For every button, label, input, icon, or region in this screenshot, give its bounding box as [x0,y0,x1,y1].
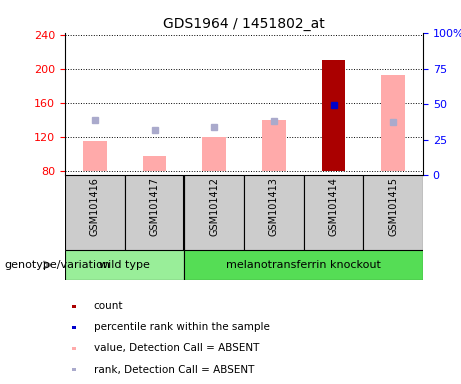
Bar [262,120,286,171]
Bar [322,60,345,171]
Text: GSM101414: GSM101414 [329,177,338,236]
Text: rank, Detection Call = ABSENT: rank, Detection Call = ABSENT [94,364,254,375]
Bar [124,175,184,250]
Bar [83,141,107,171]
Text: GSM101413: GSM101413 [269,177,279,236]
Bar [381,74,405,171]
Title: GDS1964 / 1451802_at: GDS1964 / 1451802_at [163,17,325,31]
Text: count: count [94,301,123,311]
Bar [184,250,423,280]
Text: melanotransferrin knockout: melanotransferrin knockout [226,260,381,270]
Bar [184,175,244,250]
Bar [65,250,184,280]
Bar [142,156,166,171]
Bar [72,305,76,308]
Text: genotype/variation: genotype/variation [5,260,111,270]
Bar [72,326,76,329]
Bar [244,175,304,250]
Bar [202,137,226,171]
Text: GSM101412: GSM101412 [209,177,219,236]
Text: GSM101415: GSM101415 [388,177,398,236]
Bar [65,175,124,250]
Bar [72,368,76,371]
Bar [363,175,423,250]
Text: wild type: wild type [99,260,150,270]
Bar [322,60,345,171]
Text: GSM101417: GSM101417 [149,177,160,236]
Bar [304,175,363,250]
Text: percentile rank within the sample: percentile rank within the sample [94,322,270,333]
Text: value, Detection Call = ABSENT: value, Detection Call = ABSENT [94,343,259,354]
Bar [72,347,76,350]
Text: GSM101416: GSM101416 [90,177,100,236]
